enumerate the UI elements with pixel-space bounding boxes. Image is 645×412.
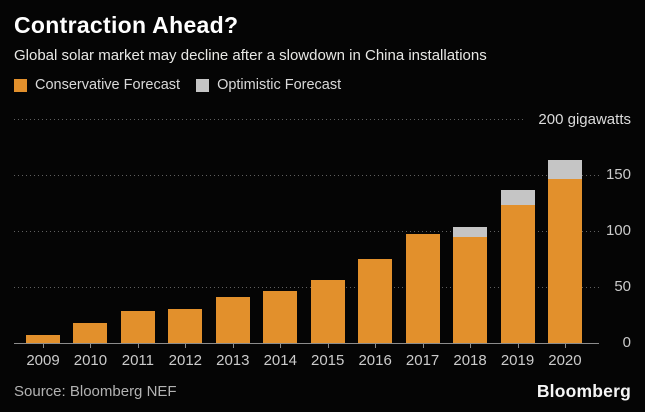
y-tick-label-150: 150: [605, 166, 631, 183]
bar-2014: [263, 291, 298, 343]
x-axis-label-2015: 2015: [311, 352, 345, 369]
bar-2019: [500, 189, 535, 343]
x-tick-2011: [137, 344, 139, 348]
bar-2016: [358, 259, 393, 343]
bar-2018: [453, 226, 488, 343]
conservative-segment-2013: [215, 297, 250, 343]
conservative-segment-2015: [310, 280, 345, 343]
plot-area: 0 50 100 150 200 gigawatts 2009 2010 2011 2012 20…: [14, 108, 631, 378]
x-tick-2020: [564, 344, 566, 348]
bar-2015: [310, 280, 345, 343]
x-tick-2009: [43, 344, 44, 348]
legend-label-conservative: Conservative Forecast: [35, 77, 181, 93]
x-axis-label-2011: 2011: [121, 352, 155, 369]
conservative-segment-2017: [405, 234, 440, 343]
gridline-200: [14, 119, 523, 120]
legend: Conservative Forecast Optimistic Forecas…: [14, 77, 357, 93]
bar-2013: [215, 297, 250, 343]
legend-swatch-optimistic: [196, 78, 210, 92]
gridline-150: [14, 175, 599, 176]
x-axis-label-2012: 2012: [168, 352, 203, 369]
bar-2011: [120, 310, 155, 343]
chart-title: Contraction Ahead?: [14, 12, 239, 38]
bar-2017: [405, 234, 440, 343]
x-tick-2016: [375, 344, 377, 348]
x-tick-2010: [90, 344, 92, 348]
x-axis-label-2018: 2018: [453, 352, 487, 369]
chart-subtitle: Global solar market may decline after a …: [14, 47, 487, 64]
x-tick-2012: [185, 344, 187, 348]
optimistic-segment-2020: [547, 160, 582, 180]
bar-2012: [168, 309, 203, 343]
gridline-50: [14, 287, 599, 288]
x-axis-label-2013: 2013: [216, 352, 250, 369]
bar-2010: [73, 322, 108, 343]
bar-2009: [26, 335, 60, 343]
y-axis-unit-label: 200 gigawatts: [538, 111, 631, 128]
y-tick-label-50: 50: [614, 278, 631, 295]
x-tick-2017: [422, 344, 424, 348]
conservative-segment-2018: [453, 236, 488, 343]
y-tick-label-0: 0: [622, 334, 631, 351]
conservative-segment-2016: [358, 259, 393, 343]
y-tick-label-100: 100: [605, 222, 631, 239]
x-axis-line: [14, 343, 599, 344]
conservative-segment-2010: [73, 322, 108, 343]
x-tick-2019: [517, 344, 519, 348]
x-tick-2015: [327, 344, 329, 348]
optimistic-segment-2018: [453, 226, 488, 237]
x-axis-label-2010: 2010: [73, 352, 108, 369]
conservative-segment-2009: [26, 335, 60, 343]
x-axis-label-2009: 2009: [26, 352, 60, 369]
conservative-segment-2012: [168, 309, 203, 343]
x-tick-2013: [232, 344, 234, 348]
x-axis-label-2014: 2014: [263, 352, 297, 369]
bloomberg-logo: Bloomberg: [536, 381, 631, 401]
optimistic-segment-2019: [500, 189, 535, 206]
x-axis-label-2016: 2016: [358, 352, 392, 369]
x-axis-label-2020: 2020: [548, 352, 582, 369]
conservative-segment-2019: [500, 205, 535, 343]
conservative-segment-2014: [263, 291, 298, 343]
bar-2020: [547, 160, 582, 343]
x-axis-label-2019: 2019: [500, 352, 535, 369]
x-tick-2014: [280, 344, 282, 348]
source-note: Source: Bloomberg NEF: [14, 383, 177, 400]
conservative-segment-2020: [547, 179, 582, 343]
x-axis-label-2017: 2017: [405, 352, 440, 369]
gridline-100: [14, 231, 599, 232]
legend-swatch-conservative: [14, 78, 27, 92]
legend-label-optimistic: Optimistic Forecast: [217, 77, 342, 93]
x-tick-2018: [470, 344, 472, 348]
conservative-segment-2011: [120, 310, 155, 343]
